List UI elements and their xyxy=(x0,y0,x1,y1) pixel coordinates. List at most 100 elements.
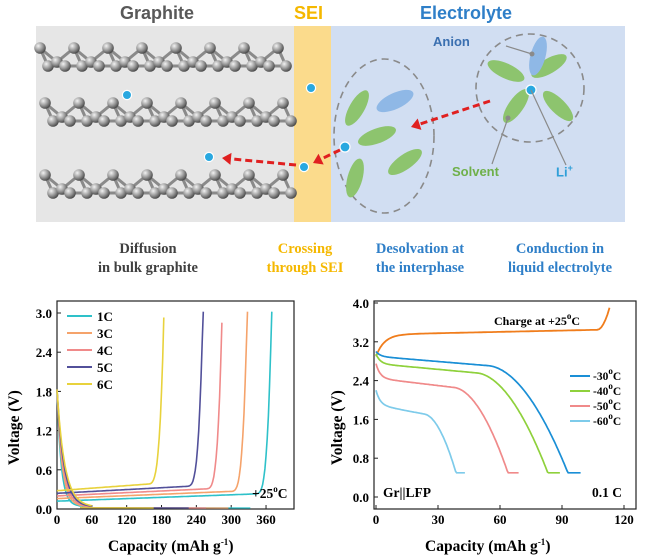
anion-callout-line xyxy=(505,45,533,55)
charge-annotation: Charge at +25oC xyxy=(494,311,580,328)
carbon-atom xyxy=(183,115,195,127)
arrow-head xyxy=(222,152,232,165)
carbon-atom xyxy=(47,115,59,127)
discharge-curve--30 xyxy=(375,350,581,474)
discharge-curve--50 xyxy=(375,363,519,474)
carbon-atom xyxy=(59,60,71,72)
x-axis-label: Capacity (mAh g-1) xyxy=(108,537,233,555)
arrow-shaft xyxy=(419,99,491,126)
temperature-annotation: +25oC xyxy=(252,484,287,501)
carbon-atom xyxy=(238,42,250,54)
electrolyte-region xyxy=(331,26,625,222)
arrow-to-interphase xyxy=(411,99,491,130)
arrow-shaft xyxy=(320,148,341,161)
discharge-curve-6C xyxy=(56,389,92,507)
y-tick-label: 4.0 xyxy=(353,296,369,311)
carbon-atom xyxy=(98,187,110,199)
step-desolvation: Desolvation at the interphase xyxy=(355,240,485,278)
anion-molecule xyxy=(529,36,547,76)
y-axis-label: Voltage (V) xyxy=(6,390,23,465)
step-desolvation-line2: the interphase xyxy=(375,260,465,276)
y-tick-label: 1.2 xyxy=(36,424,52,439)
carbon-atom xyxy=(251,187,263,199)
carbon-atom xyxy=(115,115,127,127)
step-diffusion: Diffusion in bulk graphite xyxy=(78,240,218,278)
carbon-atom xyxy=(268,115,280,127)
carbon-atom xyxy=(178,60,190,72)
y-tick-label: 1.6 xyxy=(353,412,370,427)
schematic-drawing xyxy=(34,26,625,222)
carbon-atom xyxy=(166,187,178,199)
callout-dot xyxy=(529,51,535,57)
graphite-layer xyxy=(39,97,297,127)
carbon-atom xyxy=(209,169,221,181)
x-tick-label: 60 xyxy=(494,512,507,527)
x-tick-label: 240 xyxy=(187,512,207,527)
solvent-molecule xyxy=(388,148,422,176)
y-tick-label: 1.8 xyxy=(36,384,53,399)
li-charge: + xyxy=(567,163,573,173)
step-diffusion-line2: in bulk graphite xyxy=(98,260,198,276)
carbon-atom xyxy=(107,169,119,181)
carbon-atom xyxy=(268,187,280,199)
cell-annotation: Gr||LFP xyxy=(383,485,431,500)
graphite-layers xyxy=(34,42,317,199)
solvent-molecule xyxy=(502,89,530,123)
callout-dot xyxy=(505,115,511,121)
legend-label--30: -30oC xyxy=(593,366,621,383)
plot-frame xyxy=(56,300,295,510)
step-diffusion-line1: Diffusion xyxy=(119,241,177,257)
rate-capability-chart: 0.0 0.6 1.2 1.8 2.4 3.0 0 60 120 180 240 300 360 Capa… xyxy=(6,300,295,555)
x-tick-label: 180 xyxy=(152,512,172,527)
li-label: Li+ xyxy=(556,163,573,179)
step-crossing-line2: through SEI xyxy=(266,260,344,276)
x-tick-label: 360 xyxy=(256,512,276,527)
li-ion xyxy=(339,141,351,153)
solvent-molecule xyxy=(531,54,567,78)
carbon-atom xyxy=(107,97,119,109)
carbon-atom xyxy=(209,97,221,109)
legend-label-4C: 4C xyxy=(97,343,113,358)
plot-frame xyxy=(373,300,637,510)
y-tick-label: 2.4 xyxy=(36,345,53,360)
sei-title: SEI xyxy=(294,3,324,23)
carbon-atom xyxy=(132,115,144,127)
carbon-atom xyxy=(98,115,110,127)
carbon-atom xyxy=(170,42,182,54)
carbon-atom xyxy=(246,60,258,72)
electrolyte-title: Electrolyte xyxy=(420,3,513,23)
electrolyte-drawing xyxy=(222,33,585,214)
carbon-atom xyxy=(175,169,187,181)
x-axis-label: Capacity (mAh g-1) xyxy=(425,537,550,555)
carbon-atom xyxy=(144,60,156,72)
carbon-atom xyxy=(34,42,46,54)
x-tick-label: 60 xyxy=(85,512,98,527)
legend-label-1C: 1C xyxy=(97,309,113,324)
carbon-atom xyxy=(68,42,80,54)
legend-label--60: -60oC xyxy=(593,411,621,428)
carbon-atom xyxy=(42,60,54,72)
li-callout-line xyxy=(530,89,567,166)
carbon-atom xyxy=(175,97,187,109)
anion-molecule xyxy=(376,89,414,113)
carbon-atom xyxy=(217,115,229,127)
carbon-atom xyxy=(285,115,297,127)
x-tick-label: 30 xyxy=(432,512,445,527)
li-ion xyxy=(305,82,317,94)
carbon-atom xyxy=(93,60,105,72)
anion-label: Anion xyxy=(433,34,470,49)
carbon-atom xyxy=(149,115,161,127)
carbon-atom xyxy=(204,42,216,54)
y-tick-label: 0.0 xyxy=(353,490,369,505)
arrow-head xyxy=(411,118,422,130)
carbon-atom xyxy=(280,60,292,72)
y-tick-label: 0.8 xyxy=(353,451,370,466)
charge-curve-6C xyxy=(56,317,165,492)
carbon-atom xyxy=(64,115,76,127)
carbon-atom xyxy=(141,97,153,109)
carbon-atom xyxy=(183,187,195,199)
carbon-atom xyxy=(81,187,93,199)
solvent-callout-line xyxy=(491,117,509,165)
step-conduction-line2: liquid electrolyte xyxy=(507,260,613,276)
desolvation-shell xyxy=(333,58,435,214)
